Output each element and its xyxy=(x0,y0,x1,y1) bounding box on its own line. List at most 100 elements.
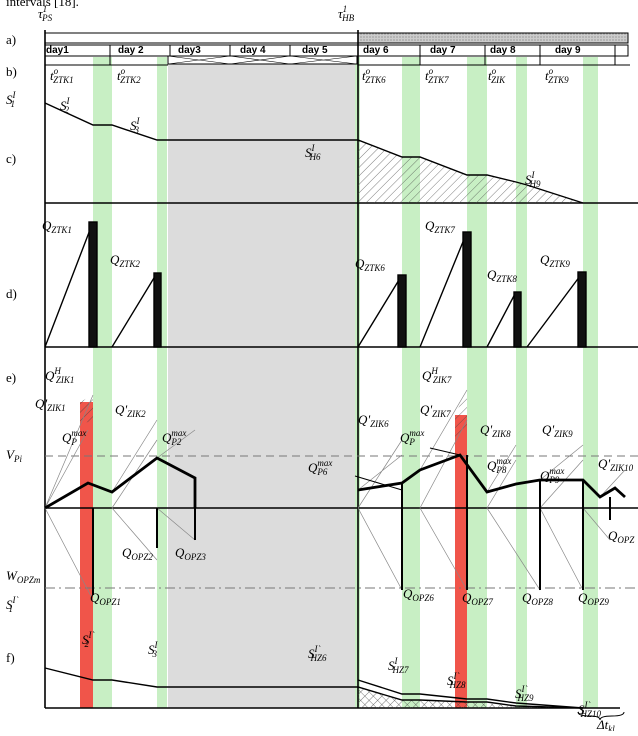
label-sub: ZIK9 xyxy=(554,429,573,439)
day-label: day 9 xyxy=(555,45,581,56)
label-base: Q' xyxy=(115,402,127,417)
label-base: τ xyxy=(338,6,344,21)
label-base: Q' xyxy=(542,422,554,437)
label-sup: o xyxy=(549,66,554,76)
label: SI 1 xyxy=(6,90,17,109)
label-sub: ZIK7 xyxy=(432,409,451,419)
label-sub: ZTK8 xyxy=(496,274,517,284)
label-base: t xyxy=(488,68,492,83)
day-label: day 6 xyxy=(363,45,389,56)
day-label: day 4 xyxy=(240,45,266,56)
label: SI 3 xyxy=(130,116,141,135)
label-base: S xyxy=(578,702,585,717)
label: QOPZ6 xyxy=(403,586,434,603)
day-label: day 5 xyxy=(302,45,328,56)
panel-label: b) xyxy=(6,64,17,79)
label: QOPZ3 xyxy=(175,545,206,562)
label-sub: Pi xyxy=(13,454,22,464)
label-base: t xyxy=(50,68,54,83)
label-base: Q xyxy=(578,590,588,605)
label-base: Q xyxy=(308,460,318,475)
label: QOPZ8 xyxy=(522,590,553,607)
label-sup: I xyxy=(136,116,141,126)
label-sub: ZTK9 xyxy=(548,75,569,85)
label-base: S xyxy=(525,172,532,187)
label-sup: 1 xyxy=(343,4,348,14)
label-sup: I` xyxy=(584,700,591,710)
label-sub: HB xyxy=(341,13,354,23)
label: QZTK6 xyxy=(355,256,385,273)
label: SI` HZ9 xyxy=(515,684,534,703)
label-sub: 3 xyxy=(152,649,158,659)
label-sub: P8 xyxy=(495,465,506,475)
label-base: S xyxy=(6,92,13,107)
label-sub: ZIK2 xyxy=(127,409,146,419)
label-sub: ZTK2 xyxy=(120,75,141,85)
label: Δtkl xyxy=(596,717,615,731)
label: QH ZIK1 xyxy=(45,366,74,385)
label-sup: I` xyxy=(314,644,321,654)
label: Q'ZIK1 xyxy=(35,396,66,413)
label: QH ZIK7 xyxy=(422,366,452,385)
label-base: V xyxy=(6,447,16,462)
label: to ZTK1 xyxy=(50,66,74,85)
label: to ZIK xyxy=(488,66,506,85)
label-base: Q xyxy=(355,256,365,271)
label-base: Q xyxy=(62,430,72,445)
label-sub: 1 xyxy=(11,99,16,109)
label: SI 2 xyxy=(60,96,71,115)
label-sub: 3 xyxy=(134,125,140,135)
day-label: day 2 xyxy=(118,45,144,56)
label-base: Q xyxy=(45,368,55,383)
label: QZTK2 xyxy=(110,252,140,269)
label: Q'ZIK10 xyxy=(598,456,634,473)
label-base: Q xyxy=(42,218,52,233)
label: τ1 PS xyxy=(38,4,53,23)
flow-right xyxy=(357,453,626,499)
label: Qmax P8 xyxy=(487,456,511,475)
orders xyxy=(44,221,587,348)
label-base: t xyxy=(545,68,549,83)
red-bars xyxy=(80,402,467,708)
label-base: Q xyxy=(487,458,497,473)
label-sup: o xyxy=(366,66,371,76)
label-base: Q xyxy=(175,545,185,560)
label-base: S xyxy=(305,145,312,160)
label-sub: P2 xyxy=(170,437,181,447)
label: τ1 HB xyxy=(338,4,355,23)
label-sup: I` xyxy=(453,671,460,681)
label-sub: ZIK10 xyxy=(610,463,634,473)
label-sub: OPZ2 xyxy=(131,552,153,562)
label-base: t xyxy=(362,68,366,83)
label-base: Q xyxy=(162,430,172,445)
label: SI` HZ10 xyxy=(578,700,602,719)
stock-area xyxy=(358,140,583,203)
drops xyxy=(92,455,611,595)
label: QOPZ1 xyxy=(90,590,121,607)
label-sub: ZTK2 xyxy=(119,259,140,269)
label-sub: OPZ8 xyxy=(531,597,553,607)
stock2-curve xyxy=(44,667,584,709)
label-sup: I xyxy=(12,90,17,100)
day-label: day 7 xyxy=(430,45,456,56)
label: Qmax P xyxy=(400,428,424,447)
label: SI` 2 xyxy=(82,630,95,649)
label: SI` HZ8 xyxy=(447,671,466,690)
label: Q'ZIK9 xyxy=(542,422,573,439)
label-sub: ZIK6 xyxy=(370,419,389,429)
label: to ZTK2 xyxy=(117,66,141,85)
label-sup: max xyxy=(409,428,424,438)
label-sub: OPZ1 xyxy=(99,597,121,607)
label-sub: ZTK9 xyxy=(549,259,570,269)
label-sub: 2 xyxy=(65,105,70,115)
label-sub: OPZ xyxy=(617,535,635,545)
label-sub: OPZ6 xyxy=(412,593,434,603)
label: WOPZm xyxy=(6,568,41,585)
label-base: Δt xyxy=(596,717,609,731)
label: to ZTK9 xyxy=(545,66,569,85)
label-sub: OPZ9 xyxy=(587,597,609,607)
flow-left xyxy=(44,456,197,510)
label-base: Q xyxy=(110,252,120,267)
